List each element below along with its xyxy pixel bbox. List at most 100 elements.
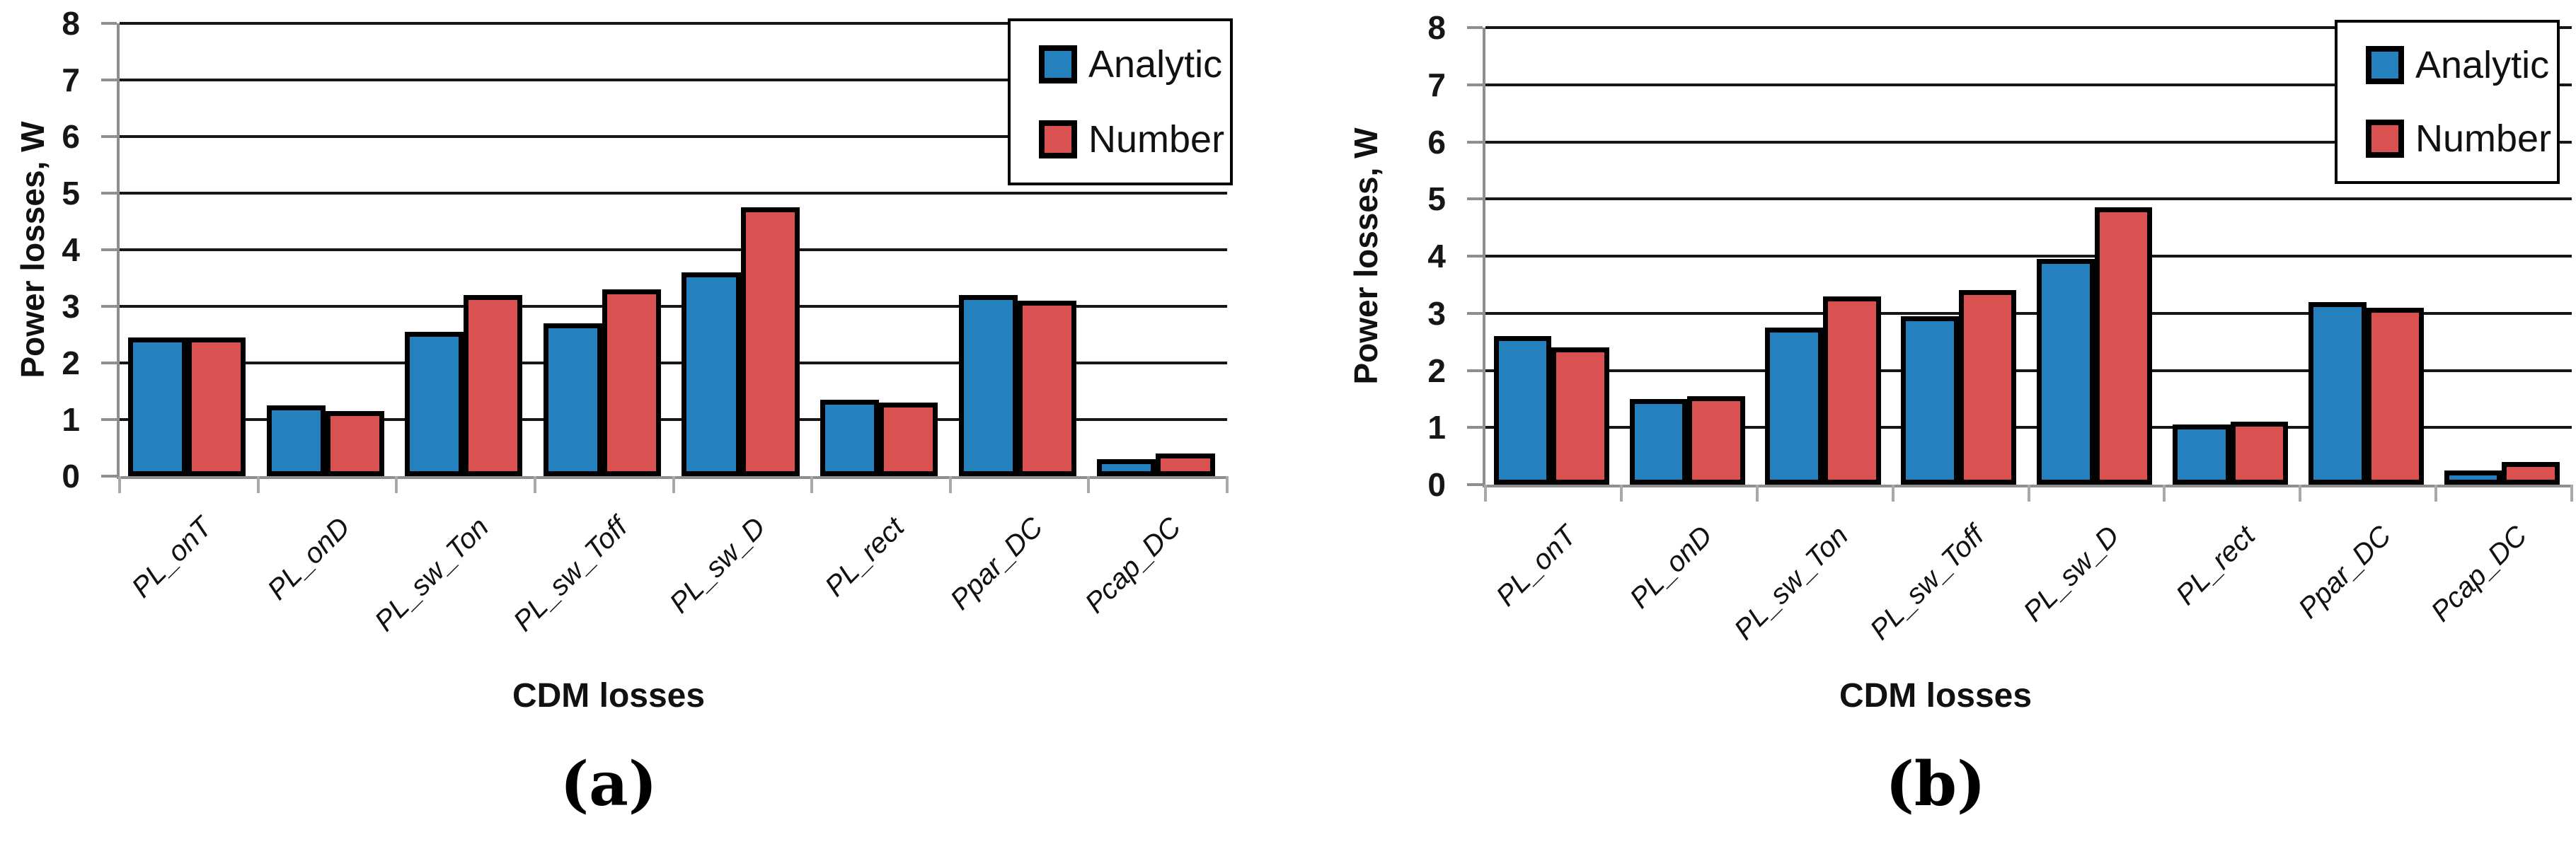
gridline [120,79,1227,81]
panel-caption: (a) [560,749,657,820]
x-category-label: Pcap_DC [2425,520,2534,628]
x-category-label: PL_onD [262,512,357,606]
y-tick [101,22,117,25]
bar-number-PL_onD [325,411,384,476]
plot-area: 0 1 2 3 4 5 6 7 8 PL_onT PL_onD PL_sw_Ton PL_sw_Toff… [62,5,1229,637]
legend: Analytic Number [2335,20,2560,184]
x-category-label: PL_sw_Toff [507,512,633,637]
gridline [120,418,1227,421]
x-category-label: PL_sw_Ton [1727,520,1854,646]
y-tick-label: 8 [1427,9,1446,46]
legend-label: Analytic [1088,43,1223,86]
y-tick-label: 8 [62,5,80,42]
x-tick [1226,476,1229,493]
bar-analytic-PL_rect [820,400,880,476]
bar-number-PL_onT [187,337,246,476]
x-category-label: PL_rect [2170,520,2262,611]
x-category-label: PL_onT [1490,520,1583,613]
y-tick-label: 1 [62,401,80,438]
bar-analytic-Pcap_DC [1097,459,1156,476]
gridline [1485,140,2572,144]
x-category-label: PL_onD [1623,520,1718,615]
bar-number-PL_onT [1551,347,1609,485]
y-tick [1467,197,1483,201]
bar-analytic-PL_sw_Toff [543,323,602,476]
gridline [120,305,1227,308]
bar-number-PL_sw_D [740,207,800,476]
x-tick [2434,485,2438,502]
x-tick [1087,476,1091,493]
legend-item-number: Number [1039,120,1224,158]
gridline [120,135,1227,138]
x-tick [256,476,260,493]
x-category-label: Pcap_DC [1079,512,1188,620]
x-category-label: Ppar_DC [2292,520,2398,625]
panel-caption: (b) [1885,749,1986,820]
x-tick [2027,485,2030,502]
bar-number-PL_sw_Toff [1958,290,2017,485]
y-tick-label: 3 [1427,294,1446,332]
gridline [120,192,1227,195]
x-axis-title: CDM losses [512,677,706,715]
y-tick [1467,140,1483,144]
y-tick-label: 5 [62,175,80,212]
y-tick-label: 7 [62,62,80,98]
y-tick-label: 6 [62,118,80,155]
x-tick [118,476,121,493]
gridline [1485,426,2572,429]
x-category-label: PL_sw_D [664,512,772,620]
analytic-swatch-icon [1039,45,1077,83]
bar-analytic-PL_sw_Toff [1901,316,1959,485]
bar-number-PL_rect [2230,422,2289,485]
bar-number-Pcap_DC [2502,461,2560,485]
y-tick [101,475,117,478]
x-tick [810,476,814,493]
x-tick [2570,485,2573,502]
y-tick [1467,483,1483,486]
gridline [1485,197,2572,201]
gridline [120,248,1227,251]
legend-label: Number [2415,117,2552,160]
y-tick [101,192,117,195]
bar-number-PL_onD [1687,395,1745,485]
bar-number-PL_rect [879,403,938,476]
y-tick [1467,311,1483,315]
y-tick-label: 1 [1427,409,1446,446]
bar-analytic-PL_sw_Ton [1765,327,1823,485]
x-tick [672,476,675,493]
y-tick-label: 0 [1427,466,1446,503]
bar-number-Ppar_DC [1017,301,1076,476]
y-tick [1467,426,1483,429]
bar-analytic-PL_rect [2173,424,2231,485]
x-tick [533,476,536,493]
legend: Analytic Number [1008,18,1233,185]
bar-analytic-PL_sw_D [682,272,741,476]
bar-number-PL_sw_Ton [464,295,523,476]
number-swatch-icon [1039,120,1077,158]
x-category-label: PL_sw_Ton [369,512,495,637]
y-tick [1467,83,1483,86]
y-tick [1467,255,1483,258]
x-tick [2299,485,2302,502]
y-tick-label: 2 [62,345,80,381]
gridline [120,362,1227,364]
number-swatch-icon [2366,120,2404,158]
y-tick-label: 7 [1427,66,1446,103]
bar-analytic-PL_onT [1493,336,1552,485]
y-tick-label: 5 [1427,180,1446,218]
y-tick [101,248,117,251]
legend-item-analytic: Analytic [1039,45,1224,83]
bar-analytic-PL_onT [127,337,188,476]
bar-analytic-PL_onD [266,405,326,476]
bar-number-Ppar_DC [2366,307,2425,485]
y-tick [1467,26,1483,29]
x-tick [395,476,398,493]
bar-analytic-PL_onD [1629,398,1688,485]
x-category-label: PL_sw_Toff [1863,520,1990,646]
bar-analytic-PL_sw_D [2037,259,2095,485]
gridline [1485,369,2572,372]
y-tick-label: 3 [62,288,80,325]
x-axis-title: CDM losses [1839,677,2032,715]
chart-panel-b: Power losses, W 0 1 2 3 4 5 6 7 8 PL_onT PL_onD PL_… [1295,0,2576,849]
